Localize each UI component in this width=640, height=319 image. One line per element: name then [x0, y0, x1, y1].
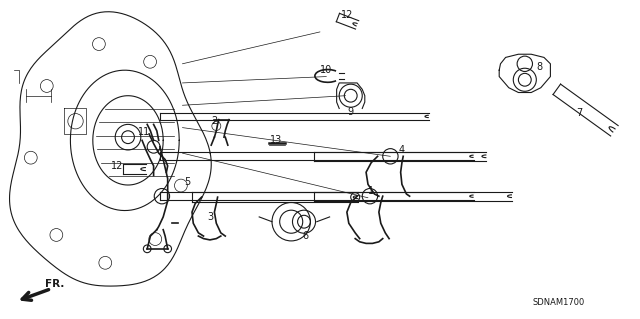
Text: 11: 11 [138, 127, 150, 137]
Text: FR.: FR. [45, 279, 64, 289]
Text: 1: 1 [368, 186, 374, 197]
Text: 4: 4 [399, 145, 405, 155]
Text: SDNAM1700: SDNAM1700 [532, 298, 585, 307]
Text: 10: 10 [320, 64, 333, 75]
Text: 8: 8 [536, 62, 543, 72]
Text: 3: 3 [207, 212, 213, 222]
Text: 12: 12 [111, 161, 124, 171]
Text: 6: 6 [303, 231, 309, 241]
Text: 13: 13 [270, 135, 283, 145]
Text: 5: 5 [184, 177, 191, 187]
Text: 7: 7 [576, 108, 582, 118]
Text: 9: 9 [348, 107, 354, 117]
Text: 2: 2 [211, 116, 218, 126]
Text: 12: 12 [341, 10, 354, 20]
